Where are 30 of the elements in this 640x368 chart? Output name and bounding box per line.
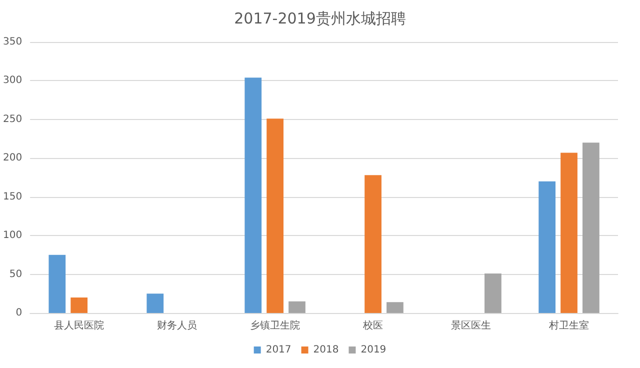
bar bbox=[48, 254, 66, 313]
x-tick-label: 乡镇卫生院 bbox=[250, 320, 300, 332]
legend-label: 2017 bbox=[266, 344, 292, 356]
x-tick-label: 校医 bbox=[362, 320, 384, 332]
x-tick-label: 财务人员 bbox=[157, 320, 198, 332]
x-tick-label: 县人民医院 bbox=[54, 320, 104, 332]
legend-label: 2018 bbox=[313, 344, 339, 356]
y-tick-label: 300 bbox=[2, 75, 22, 86]
bar bbox=[70, 298, 88, 313]
bar bbox=[484, 274, 502, 313]
y-tick-label: 50 bbox=[9, 268, 22, 280]
y-tick-label: 250 bbox=[2, 114, 22, 125]
y-tick-label: 350 bbox=[2, 36, 22, 48]
bar bbox=[582, 142, 600, 313]
x-tick-label: 景区医生 bbox=[451, 320, 492, 332]
y-tick-label: 100 bbox=[2, 230, 22, 242]
y-tick-label: 0 bbox=[16, 308, 22, 318]
y-tick-label: 150 bbox=[2, 191, 22, 202]
y-tick-label: 200 bbox=[2, 152, 22, 164]
bar bbox=[244, 78, 262, 313]
bar bbox=[266, 118, 284, 313]
bar bbox=[364, 175, 382, 313]
x-tick-label: 村卫生室 bbox=[548, 320, 590, 332]
bar bbox=[386, 302, 404, 313]
bar bbox=[560, 152, 578, 313]
bar bbox=[146, 294, 164, 313]
bar bbox=[288, 301, 306, 313]
bar bbox=[538, 181, 556, 313]
chart-title: 2017-2019贵州水城招聘 bbox=[234, 10, 406, 28]
legend-label: 2019 bbox=[360, 344, 386, 356]
